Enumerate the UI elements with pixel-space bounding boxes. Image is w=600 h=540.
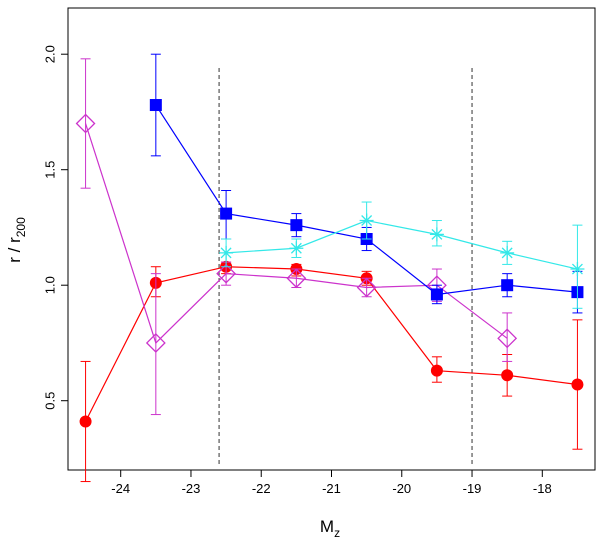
cyan-asterisks-point — [500, 245, 515, 260]
red-circles-point — [79, 415, 92, 428]
red-circles-line — [85, 266, 578, 422]
blue-squares-point — [430, 288, 443, 301]
plot-frame — [67, 7, 596, 471]
magenta-diamonds-point — [216, 263, 237, 284]
y-axis-title-subscript: 200 — [14, 217, 28, 237]
cyan-asterisks-point — [219, 245, 234, 260]
cyan-asterisks-line — [226, 219, 578, 270]
magenta-diamonds-point — [356, 277, 377, 298]
x-tick-label: -23 — [182, 481, 201, 496]
blue-squares-point — [290, 219, 303, 232]
red-circles-point — [430, 364, 443, 377]
blue-squares-point — [220, 207, 233, 220]
red-circles-point — [571, 378, 584, 391]
x-axis-title-subscript: z — [334, 526, 340, 540]
blue-squares-point — [501, 279, 514, 292]
axes: -24 -23 -22 -21 -20 -19 -18 0.5 1.0 1.5 2.0 — [43, 45, 552, 496]
cyan-asterisks-point — [429, 227, 444, 242]
data-series — [75, 53, 585, 483]
x-tick-label: -18 — [533, 481, 552, 496]
y-tick-label: 1.5 — [43, 161, 58, 179]
series-red-circles — [79, 260, 584, 483]
magenta-diamonds-point — [145, 333, 166, 353]
blue-squares-point — [149, 99, 162, 112]
y-tick-label: 0.5 — [43, 392, 58, 410]
magenta-diamonds-point — [497, 328, 518, 349]
series-cyan-asterisks — [219, 201, 585, 309]
x-axis-title: Mz — [320, 517, 340, 540]
magenta-diamonds-point — [75, 113, 96, 134]
cyan-asterisks-point — [570, 262, 585, 277]
threshold-lines — [218, 68, 473, 466]
red-circles-point — [501, 369, 514, 382]
x-tick-label: -22 — [252, 481, 271, 496]
x-tick-label: -19 — [463, 481, 482, 496]
cyan-asterisks-point — [359, 213, 374, 228]
cyan-asterisks-point — [289, 241, 304, 256]
x-tick-label: -21 — [322, 481, 341, 496]
x-tick-label: -20 — [392, 481, 411, 496]
y-axis-title: r / r200 — [5, 217, 28, 263]
y-tick-label: 2.0 — [43, 45, 58, 63]
y-tick-label: 1.0 — [43, 276, 58, 294]
x-tick-label: -24 — [111, 481, 130, 496]
x-axis-title-main: M — [320, 517, 334, 536]
y-axis-title-main: r / r — [5, 237, 24, 263]
magenta-diamonds-point — [286, 268, 307, 289]
